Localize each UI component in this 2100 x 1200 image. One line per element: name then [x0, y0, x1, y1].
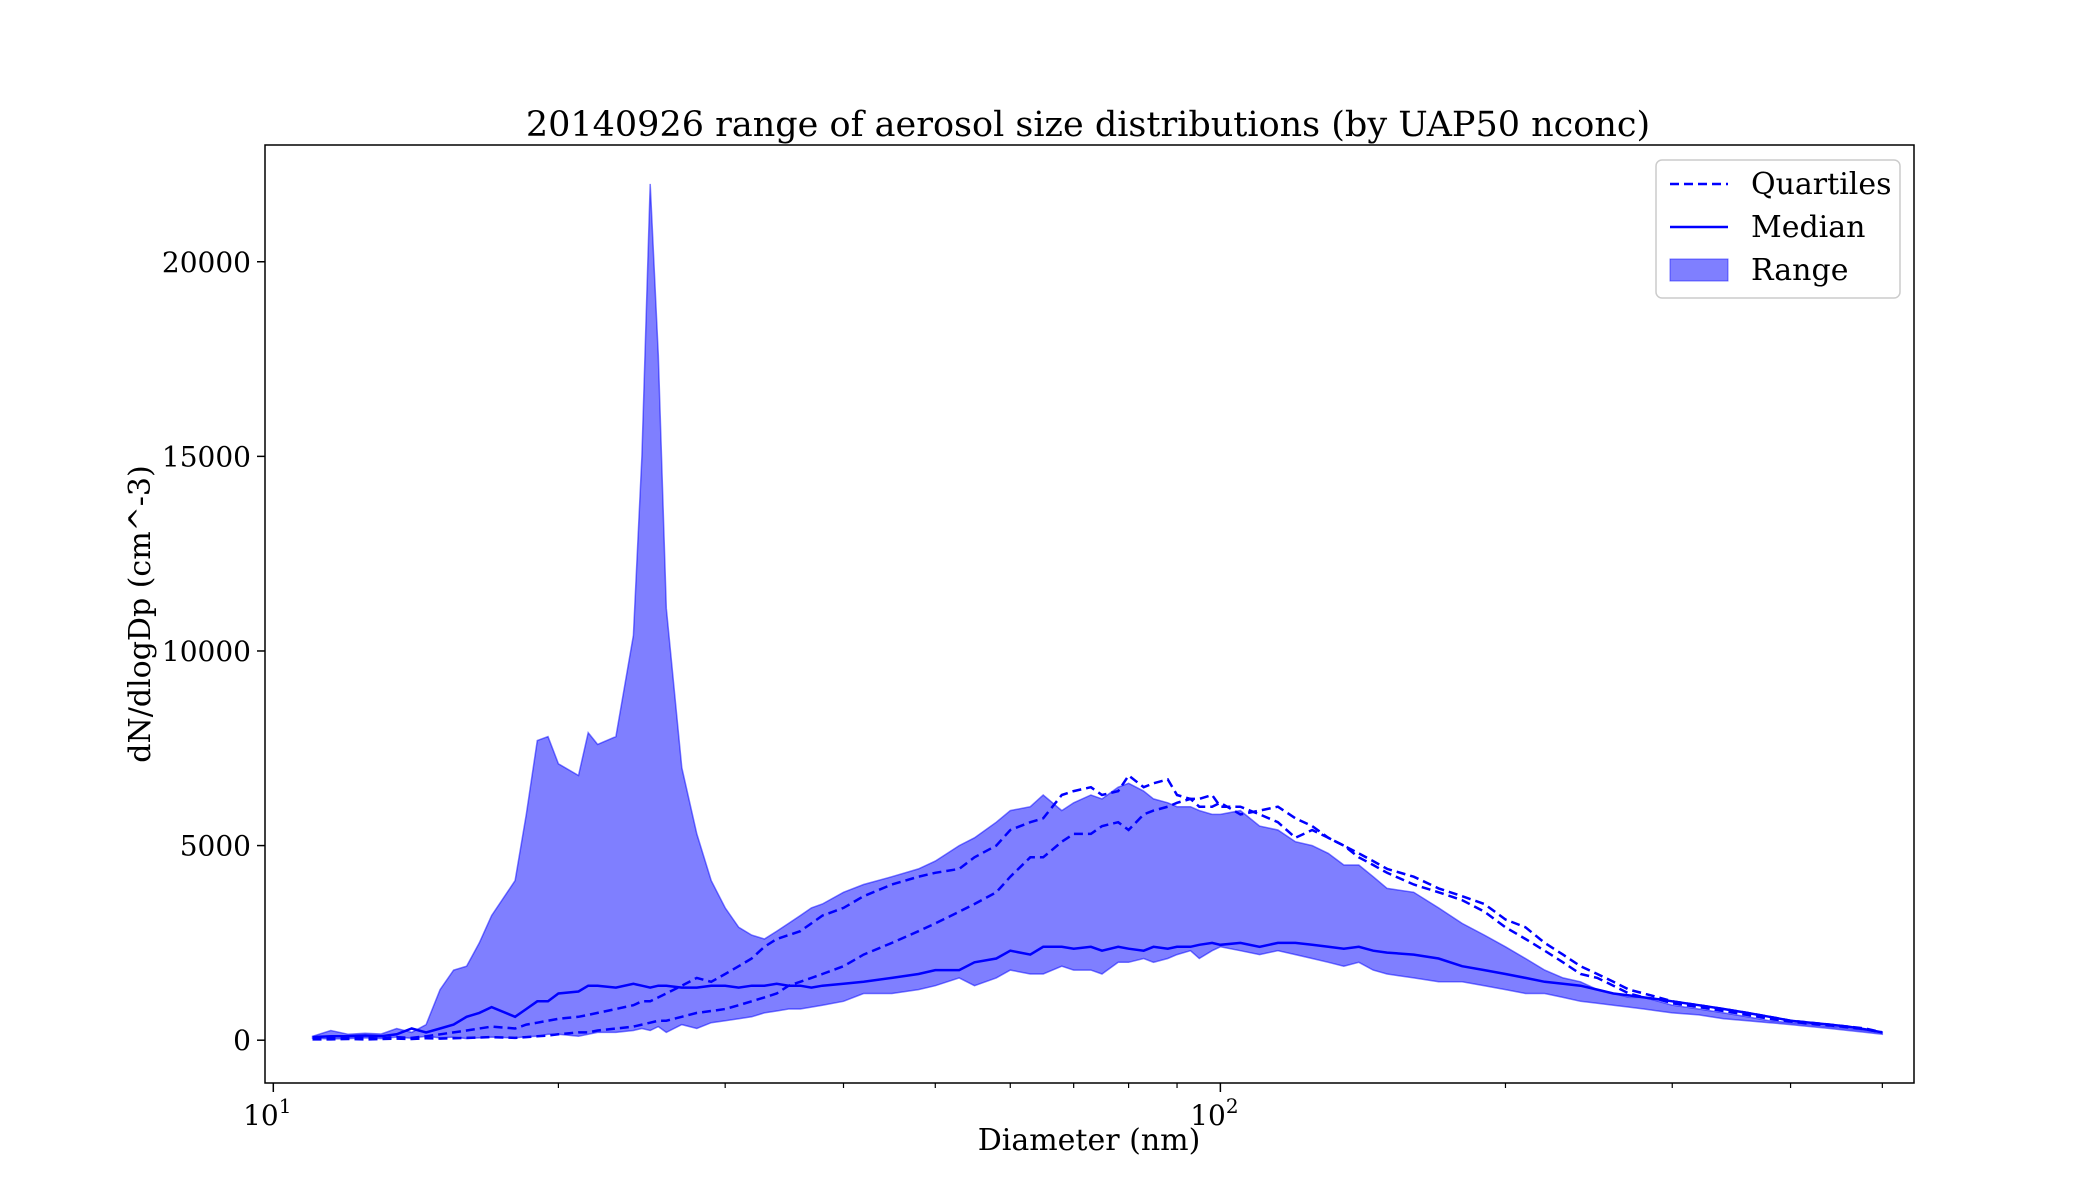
legend-median-label: Median: [1751, 210, 1865, 245]
chart-title: 20140926 range of aerosol size distribut…: [526, 105, 1650, 145]
median-line: [312, 941, 1883, 1039]
axes-frame: [264, 144, 1915, 1084]
y-axis-ticks: 0 5000 10000 15000 20000: [162, 246, 265, 1057]
y-tick-label: 20000: [162, 246, 251, 279]
y-axis-label: dN/dlogDp (cm^-3): [123, 465, 158, 762]
plot-area: [311, 183, 1884, 1041]
y-tick-label: 0: [233, 1024, 251, 1057]
x-axis-label: Diameter (nm): [978, 1123, 1201, 1158]
y-tick-label: 5000: [180, 830, 251, 863]
range-fill: [311, 183, 1884, 1040]
y-tick-label: 10000: [162, 635, 251, 668]
x-axis-ticks: 101 102: [243, 1083, 1883, 1132]
quartile-lower-line: [312, 797, 1883, 1041]
quartile-upper-line: [312, 773, 1883, 1041]
legend-quartiles-label: Quartiles: [1751, 167, 1892, 202]
x-tick-label: 102: [1190, 1094, 1238, 1132]
legend-range-label: Range: [1751, 253, 1848, 288]
legend-range-swatch: [1669, 258, 1729, 282]
y-tick-label: 15000: [162, 440, 251, 473]
x-tick-label: 101: [243, 1094, 291, 1132]
legend: Quartiles Median Range: [1655, 159, 1901, 299]
